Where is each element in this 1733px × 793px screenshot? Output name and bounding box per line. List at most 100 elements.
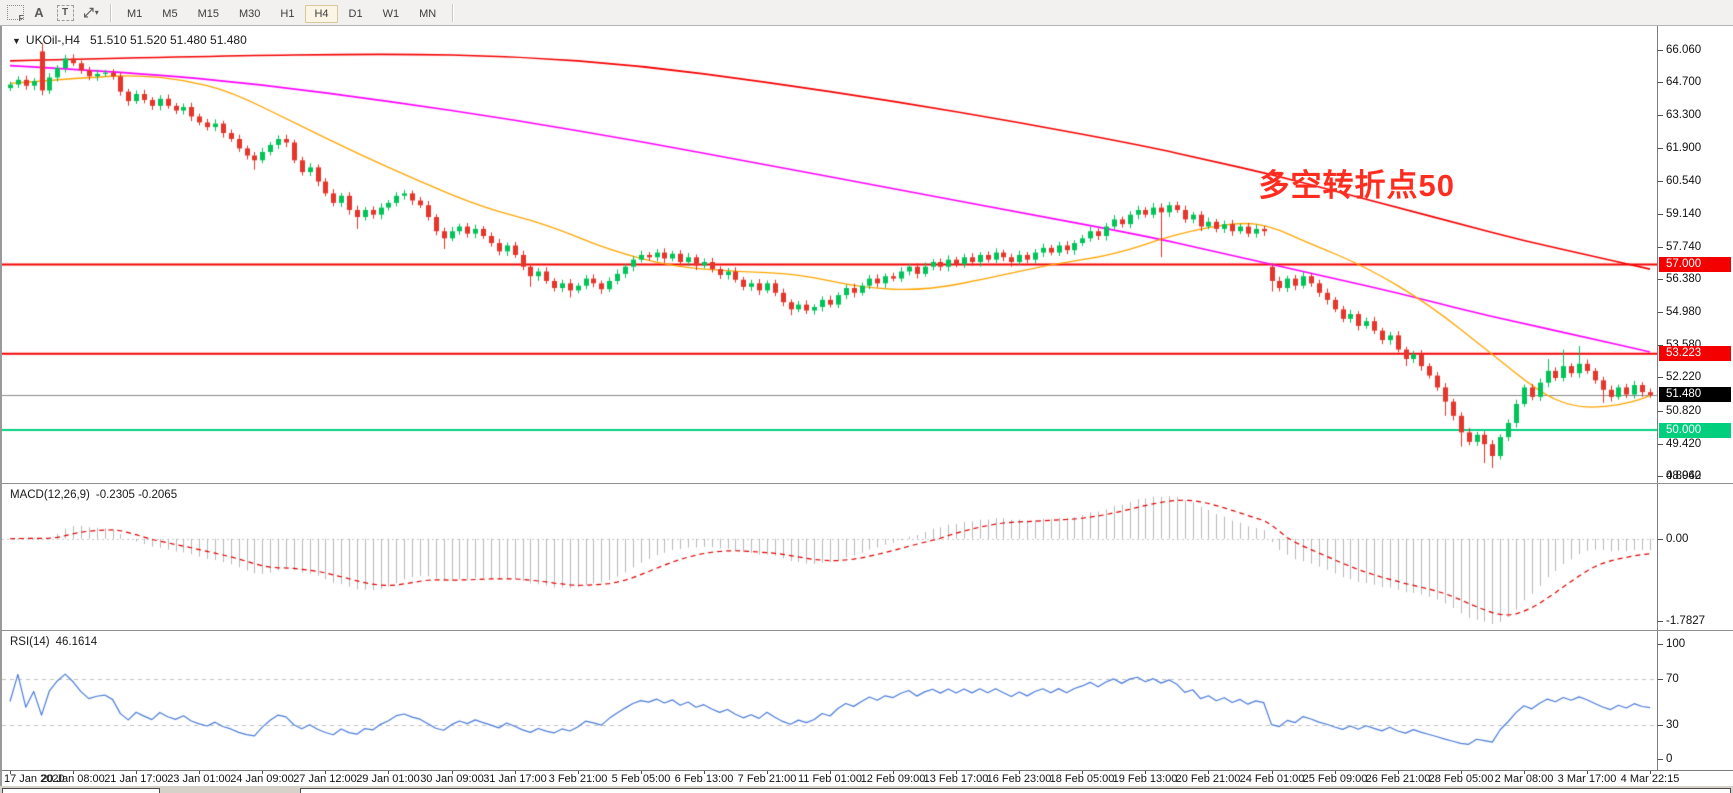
price-axis-label: 59.140	[1666, 208, 1702, 220]
rsi-axis-label: 0	[1666, 753, 1673, 765]
level-price-badge: 53.223	[1659, 346, 1731, 361]
axis-tick	[1658, 621, 1663, 622]
symbol-label: UKOil-,H4	[25, 33, 80, 47]
time-axis-tick	[1082, 771, 1083, 774]
time-axis-tick	[262, 771, 263, 774]
time-axis-label: 25 Feb 09:00	[1302, 773, 1368, 785]
time-axis-label: 30 Jan 09:00	[420, 773, 484, 785]
time-axis-tick	[325, 771, 326, 774]
rsi-axis-label: 30	[1666, 719, 1679, 731]
time-axis-tick	[1398, 771, 1399, 774]
crosshair-tool-icon[interactable]: ⤢ ▾	[83, 4, 99, 20]
price-axis-label: 60.540	[1666, 175, 1702, 187]
rsi-chart-canvas[interactable]	[2, 631, 1658, 770]
time-axis-tick	[578, 771, 579, 774]
timeframe-button-M30[interactable]: M30	[238, 7, 261, 20]
price-axis-label: 63.300	[1666, 109, 1702, 121]
time-axis-label: 21 Jan 17:00	[104, 773, 168, 785]
time-axis-tick	[830, 771, 831, 774]
symbol-dropdown-caret[interactable]: ▼	[12, 36, 21, 46]
time-axis-label: 17 Jan 2020	[4, 773, 65, 785]
time-axis-tick	[1461, 771, 1462, 774]
rsi-name: RSI(14)	[10, 636, 50, 648]
time-axis-label: 3 Mar 17:00	[1557, 773, 1617, 785]
time-axis-tick	[515, 771, 516, 774]
axis-tick	[1658, 214, 1663, 215]
macd-chart-canvas[interactable]	[2, 484, 1658, 630]
time-axis-label: 3 Feb 21:00	[548, 773, 608, 785]
macd-name: MACD(12,26,9)	[10, 489, 90, 501]
price-axis-label: 66.060	[1666, 44, 1702, 56]
time-axis-label: 12 Feb 09:00	[860, 773, 926, 785]
time-axis[interactable]: 17 Jan 2020 20 Jan 08:00 21 Jan 17:00 23 Ja…	[2, 770, 1733, 786]
price-axis-label: 64.700	[1666, 76, 1702, 88]
annotation-text: 多空转折点50	[1258, 168, 1455, 203]
axis-tick	[1658, 444, 1663, 445]
dropdown-caret-icon[interactable]: ▾	[94, 8, 99, 17]
timeframe-button-H1[interactable]: H1	[280, 7, 295, 20]
rsi-label: RSI(14) 46.1614	[10, 636, 103, 648]
price-axis-label: 57.740	[1666, 241, 1702, 253]
timeframe-button-D1[interactable]: D1	[348, 7, 363, 20]
price-axis-label: 49.420	[1666, 438, 1702, 450]
time-axis-tick	[1587, 771, 1588, 774]
axis-tick	[1658, 148, 1663, 149]
timeframe-button-H4[interactable]: H4	[305, 4, 338, 23]
time-axis-tick	[10, 771, 11, 774]
time-axis-tick	[1524, 771, 1525, 774]
level-price-badge: 50.000	[1659, 423, 1731, 438]
text-box-icon[interactable]: T	[53, 3, 77, 23]
time-axis-tick	[199, 771, 200, 774]
time-axis-tick	[1335, 771, 1336, 774]
indicators-grid-icon[interactable]: F	[1, 3, 25, 23]
rsi-axis[interactable]: 100 70 30 0	[1657, 631, 1733, 770]
rsi-axis-label: 70	[1666, 673, 1679, 685]
time-axis-label: 16 Feb 23:00	[986, 773, 1052, 785]
candlestick-chart-canvas[interactable]	[2, 26, 1658, 483]
axis-tick	[1658, 679, 1663, 680]
current-price-badge: 51.480	[1659, 387, 1731, 402]
chart-area: ▼ UKOil-,H4 51.510 51.520 51.480 51.480 多空…	[0, 26, 1733, 786]
toolbar: F A T ⤢ ▾ M1 M5 M15 M30 H1 H4 D1 W1 MN	[0, 0, 1733, 26]
macd-axis[interactable]: 0.8942 0.00 -1.7827	[1657, 470, 1733, 630]
time-axis-label: 7 Feb 21:00	[737, 773, 797, 785]
timeframe-button-MN[interactable]: MN	[419, 7, 437, 20]
timeframe-button-M5[interactable]: M5	[162, 7, 178, 20]
time-axis-tick	[893, 771, 894, 774]
price-axis-label: 56.380	[1666, 273, 1702, 285]
axis-tick	[1658, 115, 1663, 116]
time-axis-label: 27 Jan 12:00	[293, 773, 357, 785]
time-axis-tick	[704, 771, 705, 774]
macd-label: MACD(12,26,9) -0.2305 -0.2065	[10, 489, 183, 501]
axis-tick	[1658, 312, 1663, 313]
timeframe-button-M1[interactable]: M1	[127, 7, 143, 20]
macd-axis-label: 0.8942	[1666, 470, 1702, 482]
time-axis-label: 28 Feb 05:00	[1428, 773, 1494, 785]
timeframe-button-M15[interactable]: M15	[197, 7, 219, 20]
time-axis-label: 24 Feb 01:00	[1239, 773, 1305, 785]
time-axis-label: 11 Feb 01:00	[797, 773, 863, 785]
price-axis-label: 48.060	[1666, 470, 1702, 482]
time-axis-tick	[73, 771, 74, 774]
time-axis-label: 31 Jan 17:00	[483, 773, 547, 785]
time-axis-label: 5 Feb 05:00	[611, 773, 671, 785]
time-axis-label: 24 Jan 09:00	[230, 773, 294, 785]
price-axis[interactable]: 66.060 64.700 63.300 61.900 60.540 59.140 57.7…	[1657, 26, 1733, 483]
axis-tick	[1658, 539, 1663, 540]
text-label-icon[interactable]: A	[34, 5, 44, 20]
axis-tick	[1658, 476, 1663, 477]
chart-title: ▼ UKOil-,H4 51.510 51.520 51.480 51.480	[12, 33, 247, 47]
time-axis-label: 13 Feb 17:00	[923, 773, 989, 785]
time-axis-label: 20 Feb 21:00	[1175, 773, 1241, 785]
time-axis-tick	[136, 771, 137, 774]
time-axis-label: 2 Mar 08:00	[1494, 773, 1554, 785]
price-axis-label: 52.220	[1666, 371, 1702, 383]
macd-axis-label: 0.00	[1666, 533, 1689, 545]
time-axis-label: 20 Jan 08:00	[41, 773, 105, 785]
time-axis-tick	[388, 771, 389, 774]
status-box-left	[2, 788, 160, 793]
time-axis-label: 19 Feb 13:00	[1112, 773, 1178, 785]
timeframe-button-W1[interactable]: W1	[382, 7, 400, 20]
axis-tick	[1658, 644, 1663, 645]
